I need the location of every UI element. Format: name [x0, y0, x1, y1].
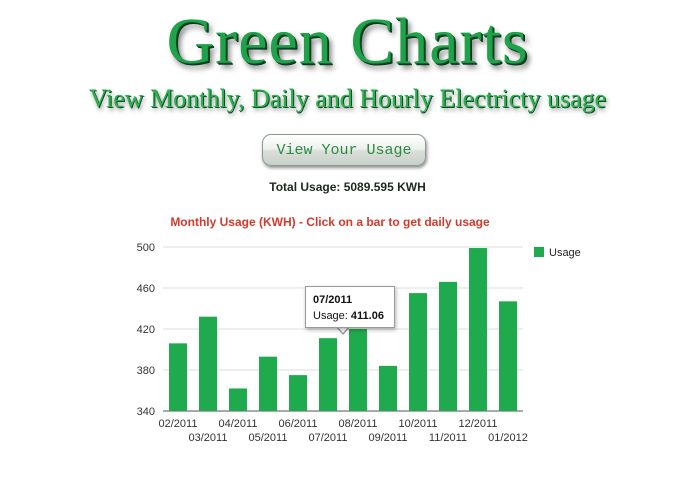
total-usage-text: Total Usage: 5089.595 KWH: [269, 180, 426, 194]
x-tick-labels: 02/2011 03/2011 04/2011 05/2011 06/2011 07/20…: [159, 418, 528, 444]
bar-tooltip: 07/2011 Usage: 411.06: [305, 286, 395, 328]
tooltip-row: Usage: 411.06: [313, 308, 387, 324]
banner-subtitle: View Monthly, Daily and Hourly Electrict…: [88, 84, 607, 113]
tooltip-value: 411.06: [350, 310, 384, 322]
bar-07-2011[interactable]: [319, 338, 337, 411]
bar-08-2011[interactable]: [349, 329, 367, 411]
tooltip-category: 07/2011: [313, 294, 353, 306]
legend-label: Usage: [549, 247, 581, 259]
bar-09-2011[interactable]: [379, 365, 397, 411]
x-tick-label: 09/2011: [369, 432, 408, 444]
chart-bars[interactable]: [169, 248, 517, 411]
x-tick-label: 08/2011: [339, 418, 378, 430]
y-tick-label: 420: [137, 324, 155, 336]
x-tick-label: 06/2011: [279, 418, 318, 430]
bar-02-2011[interactable]: [169, 343, 187, 411]
x-tick-label: 04/2011: [219, 418, 258, 430]
bar-03-2011[interactable]: [199, 316, 217, 411]
bar-12-2011[interactable]: [469, 248, 487, 411]
y-tick-label: 500: [137, 242, 155, 254]
y-tick-label: 460: [137, 283, 155, 295]
x-tick-label: 12/2011: [459, 418, 498, 430]
bar-01-2012[interactable]: [499, 301, 517, 411]
x-tick-label: 01/2012: [488, 432, 528, 444]
bar-06-2011[interactable]: [289, 375, 307, 411]
tooltip-pointer-fill: [337, 326, 349, 333]
x-tick-label: 07/2011: [309, 432, 348, 444]
bar-05-2011[interactable]: [259, 356, 277, 411]
x-tick-label: 11/2011: [429, 432, 467, 444]
bar-10-2011[interactable]: [409, 293, 427, 411]
chart-title: Monthly Usage (KWH) - Click on a bar to …: [170, 215, 490, 229]
bar-04-2011[interactable]: [229, 388, 247, 411]
y-tick-labels: 340 380 420 460 500: [137, 242, 155, 418]
x-tick-label: 10/2011: [399, 418, 438, 430]
y-tick-label: 340: [137, 406, 155, 418]
x-tick-label: 03/2011: [189, 432, 228, 444]
chart-legend: Usage: [534, 247, 581, 259]
x-tick-label: 02/2011: [159, 418, 198, 430]
tooltip-label: Usage:: [313, 310, 348, 322]
y-tick-label: 380: [137, 365, 155, 377]
x-tick-label: 05/2011: [249, 432, 288, 444]
view-usage-button[interactable]: View Your Usage: [262, 134, 426, 166]
bar-11-2011[interactable]: [439, 281, 457, 411]
banner-title: Green Charts: [166, 5, 529, 78]
legend-swatch: [534, 247, 544, 257]
